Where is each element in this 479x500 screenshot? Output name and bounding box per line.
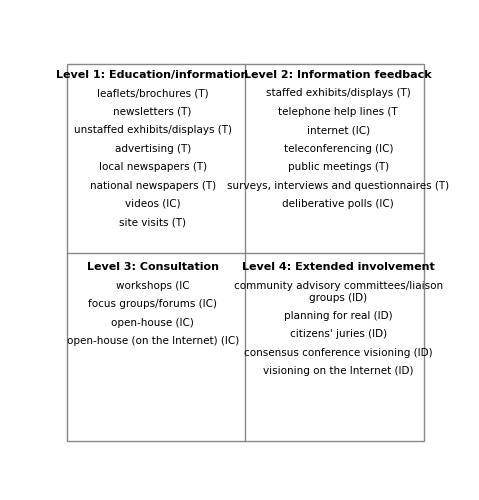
Text: national newspapers (T): national newspapers (T) xyxy=(90,180,216,190)
Text: Level 1: Education/information: Level 1: Education/information xyxy=(57,70,249,80)
Text: planning for real (ID): planning for real (ID) xyxy=(284,310,393,320)
Text: focus groups/forums (IC): focus groups/forums (IC) xyxy=(88,299,217,309)
Text: videos (IC): videos (IC) xyxy=(125,199,181,209)
Text: internet (IC): internet (IC) xyxy=(307,125,370,135)
Text: site visits (T): site visits (T) xyxy=(119,218,186,228)
Text: Level 3: Consultation: Level 3: Consultation xyxy=(87,262,219,272)
Text: local newspapers (T): local newspapers (T) xyxy=(99,162,207,172)
Text: community advisory committees/liaison
groups (ID): community advisory committees/liaison gr… xyxy=(234,280,443,303)
Text: teleconferencing (IC): teleconferencing (IC) xyxy=(284,144,393,154)
Text: leaflets/brochures (T): leaflets/brochures (T) xyxy=(97,88,208,98)
Text: workshops (IC: workshops (IC xyxy=(116,280,190,290)
Text: consensus conference visioning (ID): consensus conference visioning (ID) xyxy=(244,348,433,358)
Text: deliberative polls (IC): deliberative polls (IC) xyxy=(283,199,394,209)
Text: public meetings (T): public meetings (T) xyxy=(288,162,389,172)
Text: citizens' juries (ID): citizens' juries (ID) xyxy=(290,329,387,339)
Text: surveys, interviews and questionnaires (T): surveys, interviews and questionnaires (… xyxy=(227,180,449,190)
Text: unstaffed exhibits/displays (T): unstaffed exhibits/displays (T) xyxy=(74,125,232,135)
Text: Level 4: Extended involvement: Level 4: Extended involvement xyxy=(242,262,434,272)
Text: newsletters (T): newsletters (T) xyxy=(114,106,192,117)
Text: open-house (IC): open-house (IC) xyxy=(111,318,194,328)
Text: telephone help lines (T: telephone help lines (T xyxy=(278,106,398,117)
Text: Level 2: Information feedback: Level 2: Information feedback xyxy=(244,70,432,80)
Text: open-house (on the Internet) (IC): open-house (on the Internet) (IC) xyxy=(67,336,239,346)
Text: visioning on the Internet (ID): visioning on the Internet (ID) xyxy=(263,366,413,376)
Text: staffed exhibits/displays (T): staffed exhibits/displays (T) xyxy=(266,88,411,98)
Text: advertising (T): advertising (T) xyxy=(114,144,191,154)
